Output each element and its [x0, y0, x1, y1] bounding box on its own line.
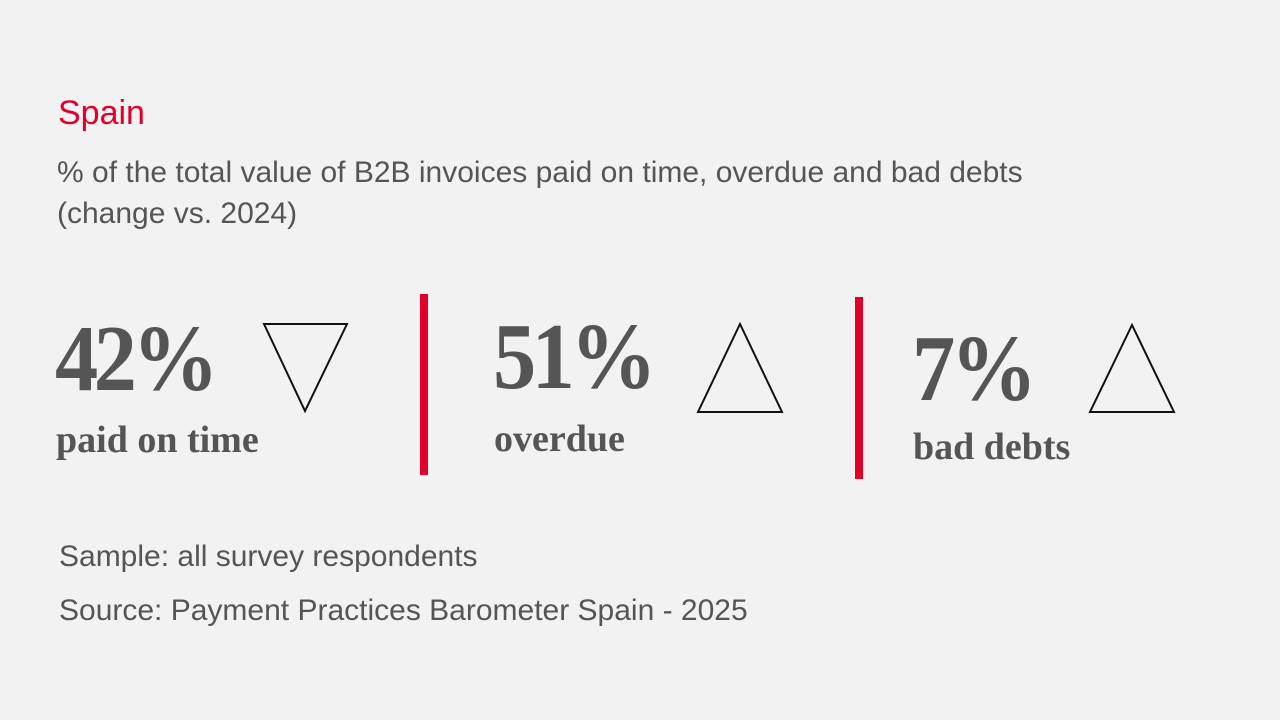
divider-bar-2	[855, 297, 863, 479]
metric-label-bad-debts: bad debts	[913, 426, 1071, 468]
metric-label-overdue: overdue	[494, 418, 625, 460]
source-note: Source: Payment Practices Barometer Spai…	[59, 594, 748, 627]
subtitle-line-1: % of the total value of B2B invoices pai…	[57, 156, 1023, 189]
metric-value-paid-on-time: 42%	[55, 307, 219, 411]
triangle-down-icon	[262, 323, 349, 414]
divider-bar-1	[420, 294, 428, 475]
triangle-up-icon	[1088, 323, 1176, 413]
triangle-up-icon	[696, 322, 784, 413]
sample-note: Sample: all survey respondents	[59, 540, 478, 573]
metric-value-bad-debts: 7%	[912, 317, 1037, 421]
chart-subtitle: % of the total value of B2B invoices pai…	[57, 152, 1023, 234]
chart-title: Spain	[58, 94, 145, 132]
metric-label-paid-on-time: paid on time	[56, 419, 259, 461]
metric-value-overdue: 51%	[493, 305, 657, 409]
subtitle-line-2: (change vs. 2024)	[57, 197, 298, 230]
